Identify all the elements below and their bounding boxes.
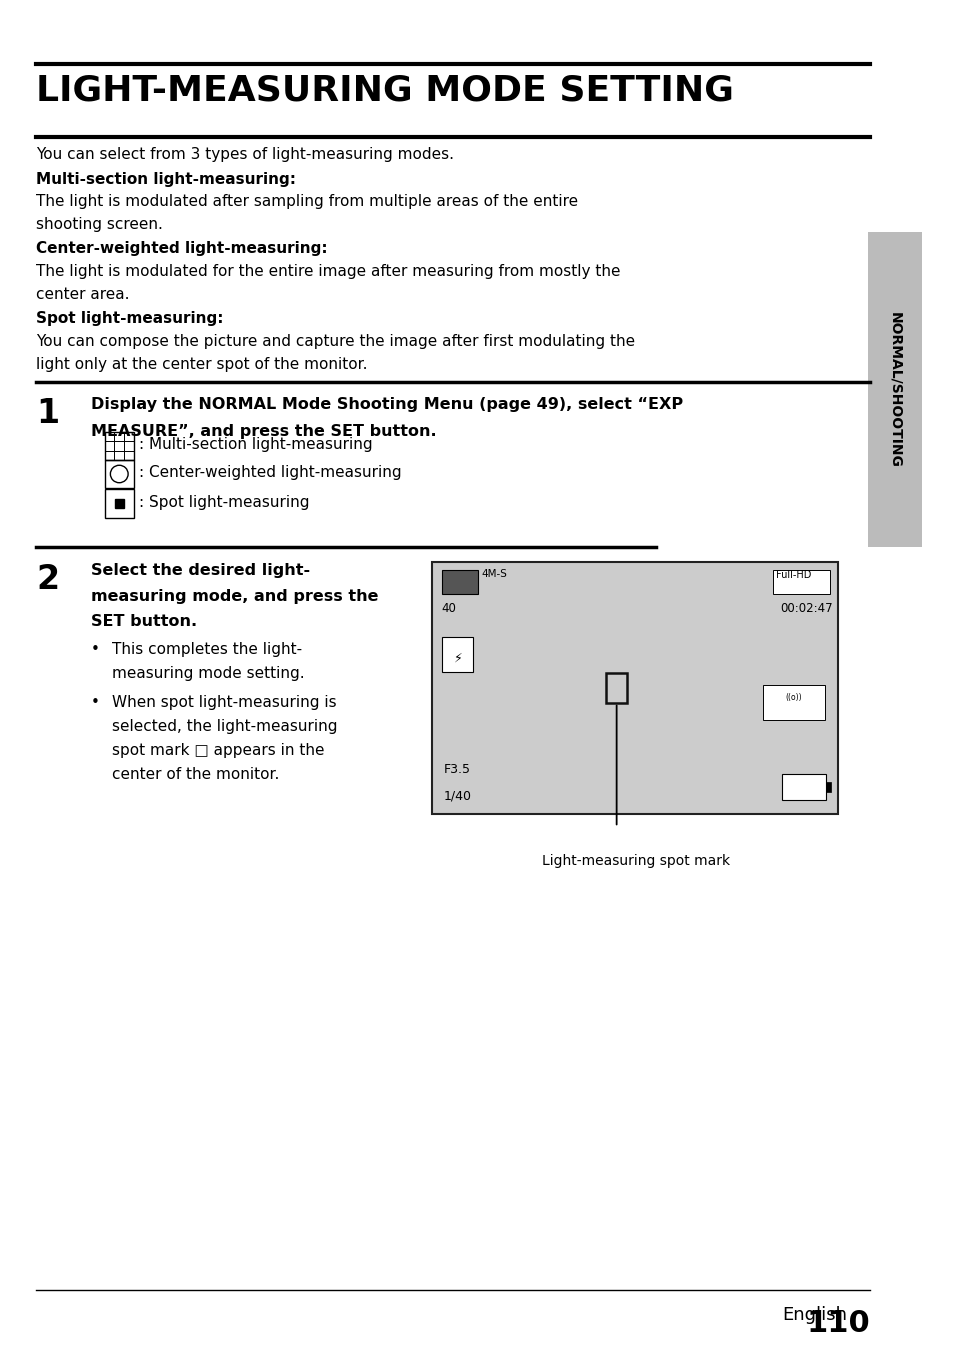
Bar bbox=[114, 499, 124, 507]
Text: •: • bbox=[91, 643, 99, 658]
FancyBboxPatch shape bbox=[867, 231, 921, 547]
Text: : Spot light-measuring: : Spot light-measuring bbox=[139, 495, 310, 510]
Text: Full-HD: Full-HD bbox=[775, 570, 810, 580]
Text: light only at the center spot of the monitor.: light only at the center spot of the mon… bbox=[36, 356, 367, 371]
Text: LIGHT-MEASURING MODE SETTING: LIGHT-MEASURING MODE SETTING bbox=[36, 74, 734, 108]
Text: The light is modulated after sampling from multiple areas of the entire: The light is modulated after sampling fr… bbox=[36, 195, 578, 210]
Bar bbox=[105, 490, 133, 518]
Text: 4M-S: 4M-S bbox=[481, 569, 507, 578]
Text: Multi-section light-measuring:: Multi-section light-measuring: bbox=[36, 172, 296, 187]
Bar bbox=[825, 781, 830, 792]
Text: This completes the light-: This completes the light- bbox=[112, 643, 301, 658]
Text: 00:02:47: 00:02:47 bbox=[780, 603, 832, 615]
Text: center of the monitor.: center of the monitor. bbox=[112, 767, 278, 781]
Text: measuring mode, and press the: measuring mode, and press the bbox=[91, 589, 377, 604]
Bar bbox=[772, 570, 829, 594]
Text: 2: 2 bbox=[36, 564, 59, 596]
Text: •: • bbox=[91, 694, 99, 710]
Text: 1/40: 1/40 bbox=[443, 790, 471, 803]
Text: Spot light-measuring:: Spot light-measuring: bbox=[36, 311, 224, 325]
Text: 110: 110 bbox=[805, 1309, 869, 1338]
Bar bbox=[781, 773, 825, 800]
Text: MEASURE”, and press the SET button.: MEASURE”, and press the SET button. bbox=[91, 424, 436, 438]
FancyBboxPatch shape bbox=[432, 562, 837, 814]
Bar bbox=[105, 460, 133, 488]
Text: spot mark □ appears in the: spot mark □ appears in the bbox=[112, 742, 324, 757]
Text: English: English bbox=[781, 1306, 846, 1323]
Text: : Center-weighted light-measuring: : Center-weighted light-measuring bbox=[139, 465, 401, 480]
Bar bbox=[441, 638, 473, 671]
Text: Light-measuring spot mark: Light-measuring spot mark bbox=[541, 854, 729, 868]
Bar bbox=[605, 672, 626, 702]
Text: You can compose the picture and capture the image after first modulating the: You can compose the picture and capture … bbox=[36, 334, 635, 348]
Text: ⚡: ⚡ bbox=[453, 652, 462, 664]
Text: You can select from 3 types of light-measuring modes.: You can select from 3 types of light-mea… bbox=[36, 148, 454, 163]
Text: NORMAL/SHOOTING: NORMAL/SHOOTING bbox=[887, 312, 901, 468]
Text: 40: 40 bbox=[441, 603, 456, 615]
Text: : Multi-section light-measuring: : Multi-section light-measuring bbox=[139, 437, 373, 452]
Text: SET button.: SET button. bbox=[91, 615, 196, 629]
Text: selected, the light-measuring: selected, the light-measuring bbox=[112, 718, 336, 734]
Text: center area.: center area. bbox=[36, 286, 130, 301]
Text: Display the NORMAL Mode Shooting Menu (page 49), select “EXP: Display the NORMAL Mode Shooting Menu (p… bbox=[91, 397, 682, 412]
Bar bbox=[762, 685, 824, 720]
Text: F3.5: F3.5 bbox=[443, 763, 470, 776]
Text: shooting screen.: shooting screen. bbox=[36, 218, 163, 233]
Text: measuring mode setting.: measuring mode setting. bbox=[112, 666, 304, 682]
Bar bbox=[441, 570, 477, 594]
Text: When spot light-measuring is: When spot light-measuring is bbox=[112, 694, 335, 710]
Text: 1: 1 bbox=[36, 397, 59, 430]
Text: ((o)): ((o)) bbox=[784, 693, 801, 702]
Text: Select the desired light-: Select the desired light- bbox=[91, 564, 310, 578]
Text: The light is modulated for the entire image after measuring from mostly the: The light is modulated for the entire im… bbox=[36, 264, 620, 280]
Bar bbox=[105, 432, 133, 460]
Text: Center-weighted light-measuring:: Center-weighted light-measuring: bbox=[36, 241, 328, 257]
